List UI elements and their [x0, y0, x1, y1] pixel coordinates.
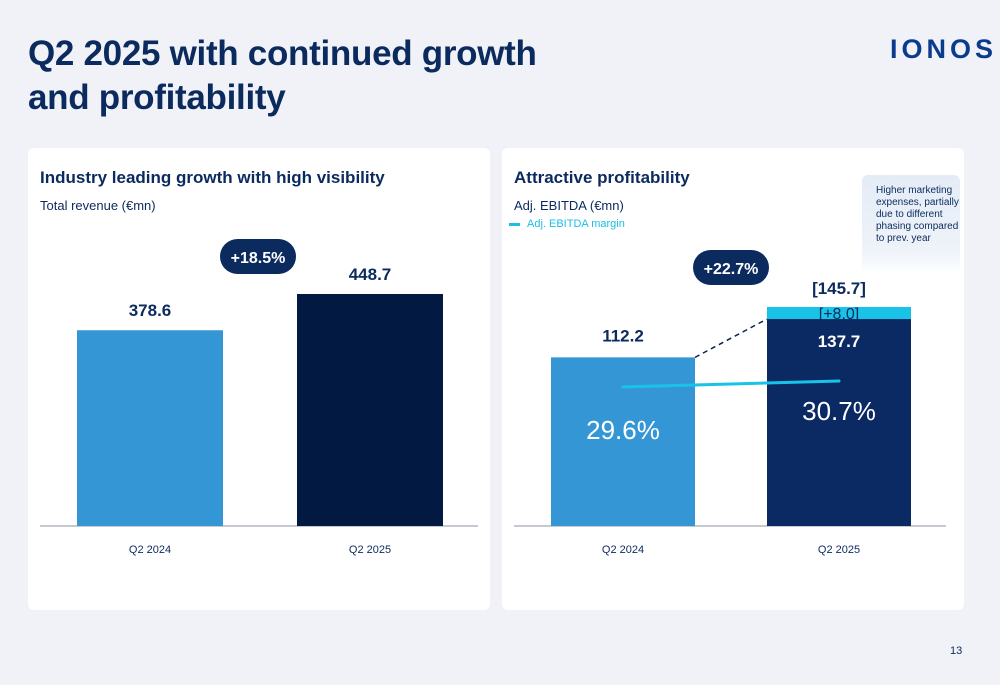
margin-legend-swatch [509, 222, 520, 226]
ebitda-chart: 112.2 [+8.0] 137.7 [145.7] Q2 2024 Q2 2025 29.… [514, 250, 946, 556]
ebitda-value-label: 137.7 [818, 332, 861, 351]
title-line-1: Q2 2025 with continued growth [28, 34, 537, 73]
margin-legend-label: Adj. EBITDA margin [527, 218, 625, 230]
revenue-growth-badge [220, 239, 296, 274]
revenue-value-label: 448.7 [349, 265, 392, 284]
revenue-bar-q2-2024 [77, 330, 223, 526]
ebitda-addon-segment [767, 307, 911, 320]
profitability-card-title: Attractive profitability [514, 168, 690, 187]
revenue-card-title: Industry leading growth with high visibi… [40, 168, 385, 187]
ebitda-growth-badge [693, 250, 769, 285]
revenue-bar-q2-2025 [297, 294, 443, 526]
ionos-logo: IONOS [890, 34, 998, 64]
revenue-growth-label: +18.5% [231, 250, 286, 267]
revenue-category-label: Q2 2025 [349, 544, 391, 556]
ebitda-growth-label: +22.7% [704, 261, 759, 278]
profitability-card-subtitle: Adj. EBITDA (€mn) [514, 198, 624, 213]
revenue-chart: 378.6 Q2 2024 448.7 Q2 2025 +18.5% [40, 239, 478, 556]
revenue-category-label: Q2 2024 [129, 544, 171, 556]
page-title: Q2 2025 with continued growth and profit… [28, 32, 648, 120]
ebitda-category-label: Q2 2024 [602, 544, 644, 556]
ebitda-bar-q2-2025 [767, 319, 911, 526]
margin-label-q2-2024: 29.6% [586, 415, 660, 445]
margin-legend: Adj. EBITDA margin [509, 218, 625, 230]
revenue-card-subtitle: Total revenue (€mn) [40, 198, 156, 213]
marketing-callout: Higher marketing expenses, partially due… [862, 175, 960, 275]
ebitda-value-label: 112.2 [602, 326, 644, 345]
ebitda-category-label: Q2 2025 [818, 544, 860, 556]
margin-label-q2-2025: 30.7% [802, 396, 876, 426]
ebitda-total-label: [145.7] [812, 279, 866, 298]
title-line-2: and profitability [28, 78, 286, 117]
margin-series-line [621, 379, 841, 389]
ebitda-addon-label: [+8.0] [819, 306, 859, 323]
ebitda-dashed-connector [694, 318, 768, 359]
page-number: 13 [950, 645, 963, 657]
revenue-value-label: 378.6 [129, 301, 172, 320]
